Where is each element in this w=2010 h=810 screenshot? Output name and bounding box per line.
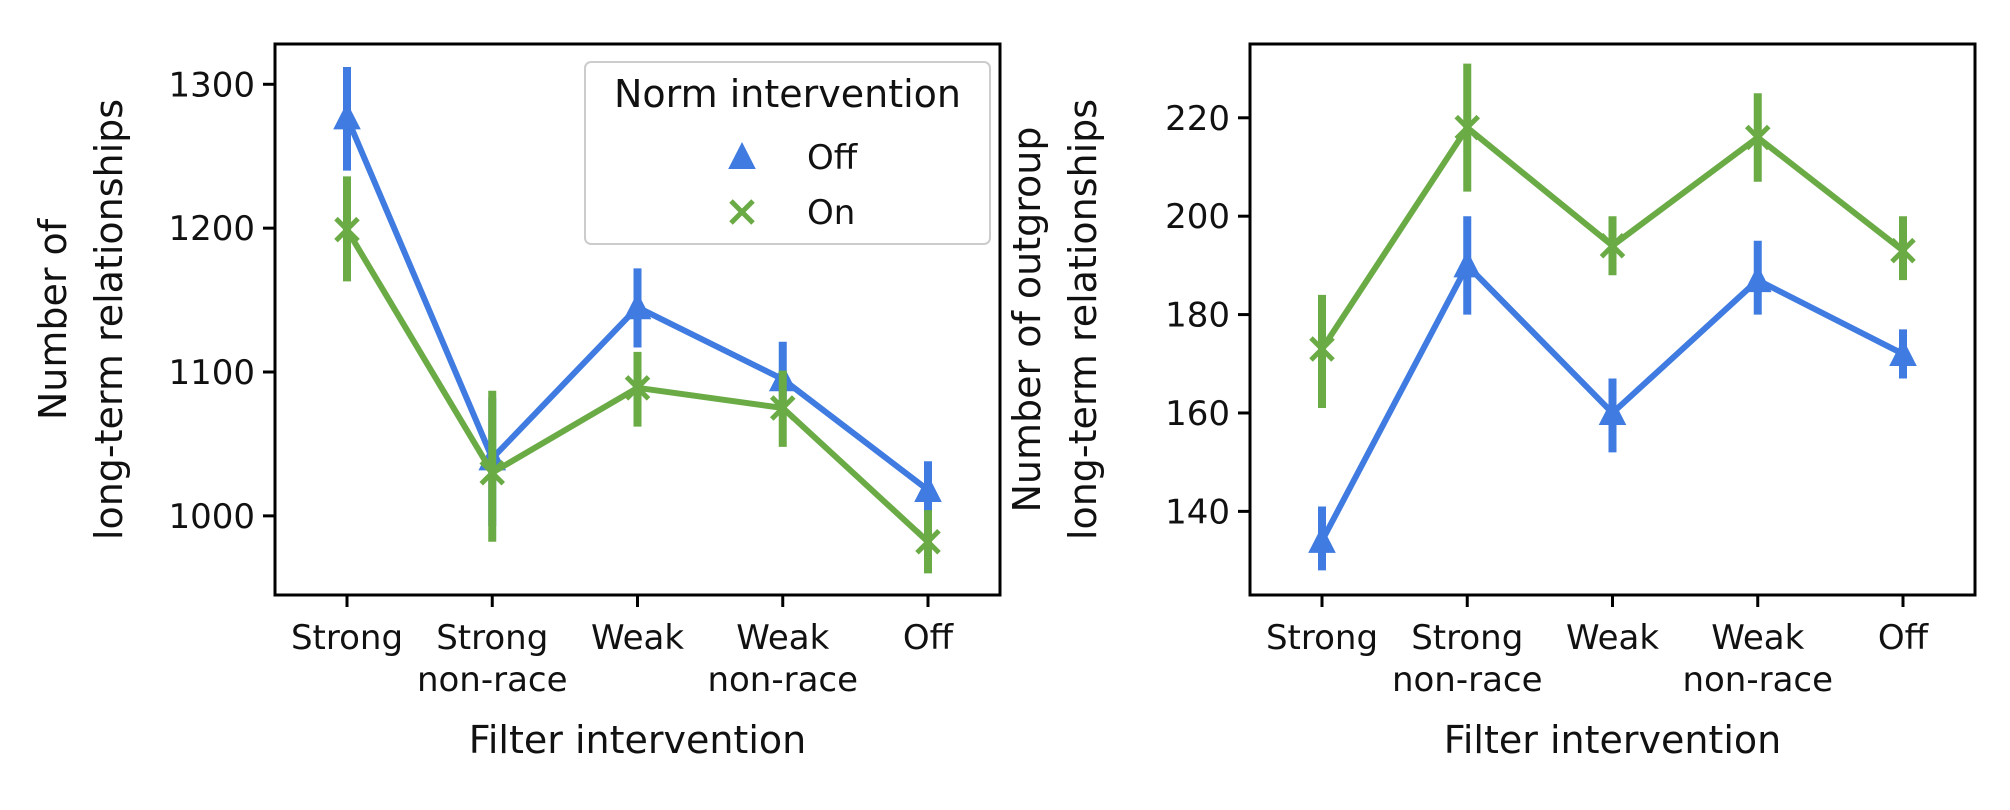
data-point-triangle (1308, 525, 1336, 553)
x-axis-title: Filter intervention (469, 718, 806, 762)
data-point-x (1890, 237, 1916, 264)
legend-marker-triangle-icon (728, 142, 756, 169)
series-on (1309, 63, 1916, 409)
legend-entry-label: On (807, 193, 855, 233)
data-point-x (1744, 124, 1771, 151)
x-tick-label: Weak non-race (1682, 618, 1833, 700)
data-point-triangle (1743, 265, 1772, 293)
y-tick-label: 140 (1165, 492, 1230, 532)
x-tick-label: Strong non-race (1392, 618, 1543, 700)
y-tick-label: 200 (1165, 197, 1230, 237)
y-axis-title-line: Number of outgroup (1005, 126, 1049, 512)
series-on (334, 176, 941, 574)
data-point-triangle (914, 474, 942, 502)
data-point-x (1454, 114, 1481, 141)
legend: Norm intervention Off On (584, 61, 991, 245)
data-point-x (1309, 336, 1335, 362)
data-point-triangle (333, 102, 361, 130)
y-tick-label: 1100 (168, 353, 255, 393)
data-point-triangle (1889, 338, 1917, 366)
chart-long-term-relationships: 1000 1100 1200 1300 Strong Strong non-race Weak… (31, 42, 1002, 762)
legend-frame (584, 61, 991, 245)
y-axis-title-line: Number of (31, 217, 75, 420)
x-tick-label: Strong (291, 618, 403, 658)
data-point-triangle (623, 292, 652, 320)
x-tick-label: Weak non-race (707, 618, 858, 700)
legend-entry-label: Off (807, 138, 859, 178)
y-tick-label: 220 (1165, 99, 1230, 139)
y-tick-label: 1000 (168, 497, 255, 537)
x-axis-title: Filter intervention (1444, 718, 1781, 762)
x-tick-label: Strong (1266, 618, 1378, 658)
data-point-triangle (1453, 250, 1482, 278)
data-point-x (1599, 232, 1626, 259)
series-off (1308, 216, 1917, 571)
chart-outgroup-relationships: 140 160 180 200 220 Strong Strong non-race Weak W… (1005, 42, 1977, 762)
x-tick-label: Strong non-race (417, 618, 568, 700)
legend-title: Norm intervention (614, 72, 961, 116)
y-tick-label: 160 (1165, 394, 1230, 434)
data-point-x (769, 395, 796, 421)
data-point-x (479, 459, 506, 486)
y-tick-label: 1300 (168, 65, 255, 105)
y-tick-label: 1200 (168, 209, 255, 249)
data-point-triangle (1598, 397, 1627, 425)
x-tick-label: Weak (591, 618, 684, 658)
data-point-x (624, 375, 651, 401)
y-axis-title-line: long-term relationships (87, 99, 131, 540)
data-point-x (334, 216, 360, 243)
x-tick-label: Off (1878, 618, 1930, 658)
legend-marker-x-icon (729, 199, 755, 225)
y-axis-title-line: long-term relationships (1061, 99, 1105, 540)
x-tick-label: Off (903, 618, 955, 658)
x-tick-label: Weak (1566, 618, 1659, 658)
y-tick-label: 180 (1165, 296, 1230, 336)
data-point-x (915, 529, 941, 555)
